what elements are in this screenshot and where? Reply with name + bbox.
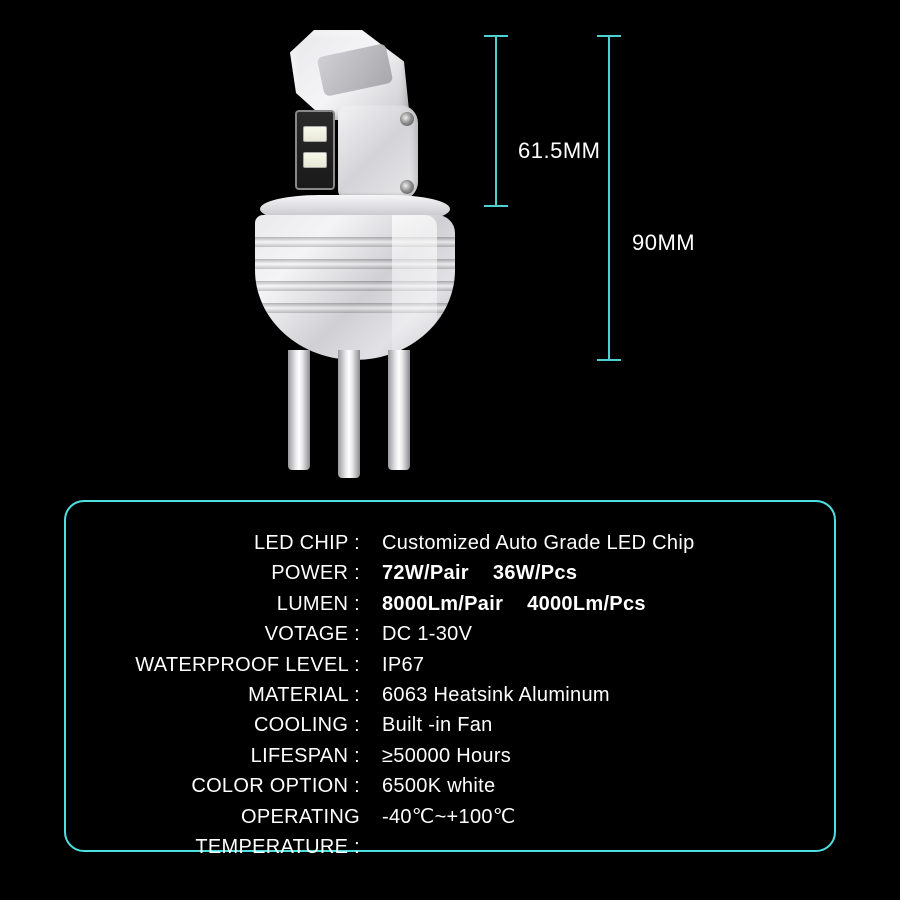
spec-row-waterproof: WATERPROOF LEVEL : IP67 (102, 650, 798, 680)
spec-value: -40℃~+100℃ (382, 802, 798, 832)
spec-label: WATERPROOF LEVEL : (102, 650, 382, 680)
power-pcs: 36W/Pcs (493, 562, 577, 584)
spec-row-material: MATERIAL : 6063 Heatsink Aluminum (102, 680, 798, 710)
spec-row-lifespan: LIFESPAN : ≥50000 Hours (102, 741, 798, 771)
spec-label: LED CHIP : (102, 528, 382, 558)
spec-label: COLOR OPTION : (102, 771, 382, 801)
spec-label: POWER : (102, 558, 382, 588)
led-bulb-illustration (190, 30, 470, 470)
spec-label: COOLING : (102, 710, 382, 740)
dimension-bracket-full (608, 35, 610, 361)
spec-row-temp: OPERATING TEMPERATURE : -40℃~+100℃ (102, 802, 798, 863)
led-chip-module (295, 110, 335, 190)
spec-value: 72W/Pair 36W/Pcs (382, 558, 798, 588)
spec-value: 6500K white (382, 771, 798, 801)
heatsink-body (255, 215, 455, 360)
connector-pin (388, 350, 410, 470)
spec-value: ≥50000 Hours (382, 741, 798, 771)
spec-row-lumen: LUMEN : 8000Lm/Pair 4000Lm/Pcs (102, 589, 798, 619)
led-emitter (303, 126, 327, 142)
heatsink-highlight (392, 215, 437, 360)
dimension-bracket-upper (495, 35, 497, 207)
dimension-label-full: 90MM (632, 230, 695, 256)
spec-row-cooling: COOLING : Built -in Fan (102, 710, 798, 740)
spec-value: 6063 Heatsink Aluminum (382, 680, 798, 710)
spec-value: Built -in Fan (382, 710, 798, 740)
product-diagram: 61.5MM 90MM (150, 30, 770, 470)
connector-pin (288, 350, 310, 470)
screw-icon (400, 180, 414, 194)
lumen-pair: 8000Lm/Pair (382, 593, 503, 615)
spec-value: DC 1-30V (382, 619, 798, 649)
spec-row-led-chip: LED CHIP : Customized Auto Grade LED Chi… (102, 528, 798, 558)
connector-pin (338, 350, 360, 478)
spec-label: OPERATING TEMPERATURE : (102, 802, 382, 863)
spec-row-power: POWER : 72W/Pair 36W/Pcs (102, 558, 798, 588)
spec-value: Customized Auto Grade LED Chip (382, 528, 798, 558)
lumen-pcs: 4000Lm/Pcs (527, 593, 646, 615)
spec-label: VOTAGE : (102, 619, 382, 649)
spec-value: 8000Lm/Pair 4000Lm/Pcs (382, 589, 798, 619)
spec-row-voltage: VOTAGE : DC 1-30V (102, 619, 798, 649)
spec-label: LIFESPAN : (102, 741, 382, 771)
screw-icon (400, 112, 414, 126)
spec-row-color: COLOR OPTION : 6500K white (102, 771, 798, 801)
power-pair: 72W/Pair (382, 562, 469, 584)
spec-label: MATERIAL : (102, 680, 382, 710)
spec-value: IP67 (382, 650, 798, 680)
dimension-label-upper: 61.5MM (518, 138, 600, 164)
spec-panel: LED CHIP : Customized Auto Grade LED Chi… (64, 500, 836, 852)
spec-label: LUMEN : (102, 589, 382, 619)
led-emitter (303, 152, 327, 168)
